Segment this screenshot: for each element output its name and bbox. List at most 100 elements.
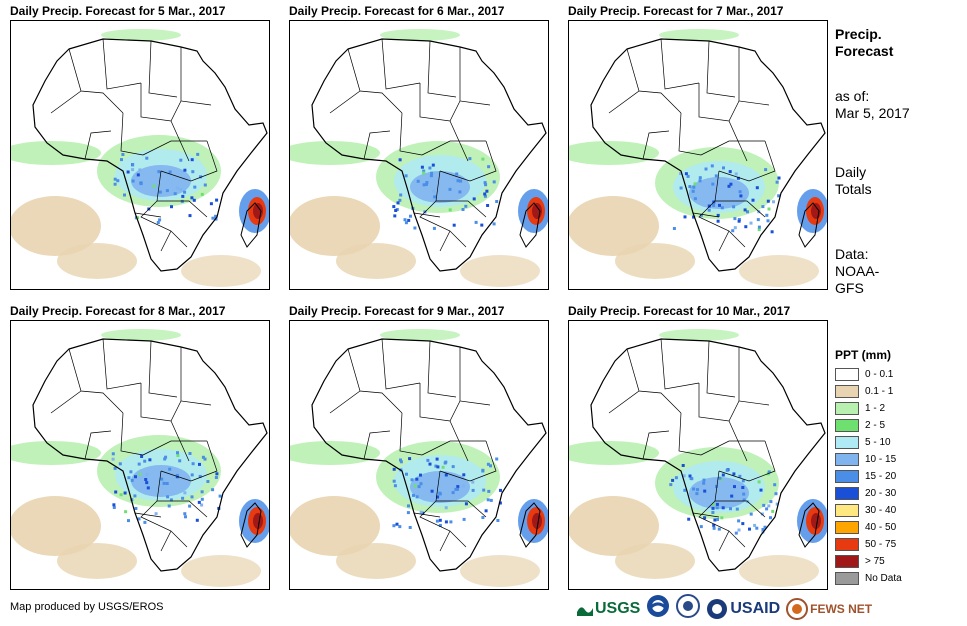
legend-title: PPT (mm) (835, 348, 892, 362)
rain-speckle (190, 473, 194, 477)
rain-speckle (131, 179, 135, 183)
rain-speckle (696, 488, 699, 492)
rain-speckle (495, 200, 499, 203)
rain-speckle (393, 484, 397, 488)
rain-speckle (430, 171, 434, 175)
rain-speckle (121, 153, 125, 156)
rain-speckle (716, 213, 720, 217)
country-border (413, 212, 441, 218)
madagascar-outline (240, 202, 262, 248)
rain-speckle (731, 229, 735, 233)
data-line2: NOAA- (835, 263, 880, 279)
rain-speckle (737, 519, 741, 523)
rain-speckle (449, 520, 453, 524)
africa-outline (590, 338, 826, 572)
dry-area-atlantic (11, 496, 101, 556)
rain-speckle (742, 492, 746, 496)
rain-speckle (425, 182, 428, 186)
rain-speckle (123, 193, 126, 197)
rain-speckle (766, 199, 770, 203)
rain-speckle (140, 455, 144, 458)
country-border (134, 212, 162, 218)
rain-speckle (211, 488, 215, 492)
legend-label: 40 - 50 (865, 522, 897, 533)
country-border (706, 40, 736, 98)
madagascar-outline (519, 202, 541, 248)
rain-speckle (417, 485, 421, 489)
legend-label: 15 - 20 (865, 471, 897, 482)
rain-speckle (762, 503, 766, 507)
panel-2-svg (290, 29, 548, 287)
rain-speckle (698, 176, 702, 180)
country-border (626, 48, 682, 114)
rain-speckle (693, 197, 697, 201)
country-border (170, 420, 190, 462)
rain-speckle (441, 465, 445, 469)
rain-speckle (143, 520, 147, 524)
rain-speckle (413, 484, 417, 488)
country-border (381, 338, 421, 390)
rain-speckle (145, 473, 149, 476)
rain-speckle (712, 523, 716, 527)
rain-speckle (692, 487, 696, 491)
rain-speckle (761, 528, 765, 531)
rain-speckle (742, 197, 746, 201)
legend-swatch (835, 402, 859, 415)
rain-speckle (483, 181, 487, 185)
rain-zone-heavy (410, 471, 470, 503)
rain-speckle (398, 198, 402, 202)
rain-speckle (399, 193, 403, 197)
rain-speckle (448, 187, 452, 191)
rain-speckle (183, 491, 187, 495)
country-border (435, 170, 487, 218)
rain-speckle (472, 197, 476, 201)
rain-speckle (178, 459, 182, 463)
rain-speckle (419, 482, 423, 486)
country-border (660, 338, 700, 390)
rain-speckle (392, 467, 396, 471)
rain-speckle (137, 462, 141, 466)
rain-speckle (461, 484, 465, 488)
rain-speckle (120, 158, 123, 162)
rain-speckle (137, 517, 141, 521)
country-border (439, 440, 497, 482)
side-title: Precip. Forecast (835, 26, 893, 60)
rain-speckle (111, 457, 115, 461)
rain-speckle (688, 474, 692, 478)
rain-speckle (129, 470, 133, 474)
rain-speckle (392, 524, 396, 528)
rain-speckle (725, 468, 729, 472)
panel-1-map (10, 20, 270, 290)
rain-speckle (462, 473, 466, 477)
rain-speckle (438, 491, 442, 495)
rain-speckle (692, 215, 696, 219)
rain-speckle (683, 215, 687, 219)
rain-speckle (461, 208, 465, 211)
rain-band-west (569, 441, 659, 465)
rain-speckle (734, 531, 738, 535)
panel-1-title: Daily Precip. Forecast for 5 Mar., 2017 (10, 4, 226, 18)
rain-speckle (757, 225, 761, 229)
legend-label: 1 - 2 (865, 403, 886, 414)
rain-speckle (733, 485, 736, 489)
rain-speckle (481, 516, 485, 519)
rain-speckle (707, 208, 711, 212)
rain-speckle (715, 502, 719, 506)
rain-speckle (195, 518, 199, 522)
rain-speckle (406, 511, 410, 515)
rain-speckle (679, 186, 683, 190)
dry-area-atlantic (11, 196, 101, 256)
rain-speckle (683, 488, 687, 492)
rain-speckle (168, 170, 172, 174)
dry-area-south-indian (181, 555, 261, 587)
rain-speckle (198, 462, 201, 466)
rain-speckle (175, 473, 179, 477)
country-border (718, 530, 730, 552)
rain-speckle (484, 509, 488, 513)
country-border (148, 340, 178, 398)
rain-speckle (191, 170, 195, 174)
rain-speckle (183, 512, 187, 516)
rain-speckle (170, 205, 173, 209)
legend-row: 15 - 20 (835, 468, 896, 485)
rain-mediterranean (659, 329, 739, 341)
